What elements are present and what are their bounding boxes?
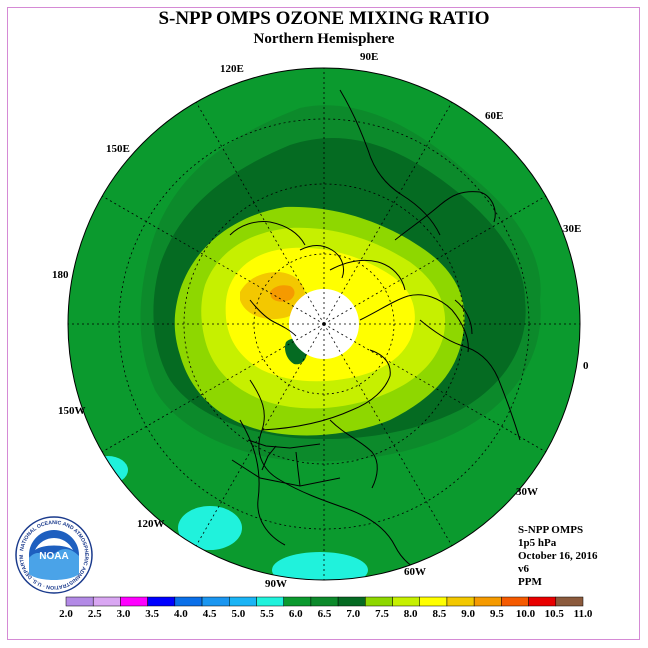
colorbar-swatch	[201, 596, 230, 607]
colorbar-swatch	[65, 596, 94, 607]
lon-label-30w: 30W	[516, 486, 538, 498]
lon-label-180: 180	[52, 269, 69, 281]
lon-label-60e: 60E	[485, 110, 504, 122]
colorbar-tick-label: 7.0	[346, 608, 361, 620]
colorbar-swatch	[446, 596, 475, 607]
colorbar-swatch	[283, 596, 312, 607]
colorbar-tick-label: 2.5	[87, 608, 102, 620]
colorbar-tick-label: 7.5	[375, 608, 389, 620]
colorbar-tick-label: 6.5	[317, 608, 332, 620]
colorbar-swatch	[419, 596, 448, 607]
info-units: PPM	[518, 576, 542, 588]
figure-frame	[7, 7, 640, 640]
colorbar-tick-label: 8.0	[403, 608, 418, 620]
lon-label-30e: 30E	[563, 223, 582, 235]
colorbar-swatch	[92, 596, 121, 607]
lon-label-90e: 90E	[360, 51, 379, 63]
low-5-5-east	[178, 506, 242, 550]
info-date: October 16, 2016	[518, 550, 598, 562]
colorbar-swatch	[365, 596, 393, 607]
lon-label-0: 0	[583, 360, 589, 372]
colorbar-swatch	[337, 596, 366, 607]
colorbar-swatch	[174, 596, 203, 607]
colorbar-tick-label: 3.5	[145, 608, 160, 620]
map-boundary	[67, 67, 581, 581]
info-level: 1p5 hPa	[518, 537, 557, 549]
lon-label-60w: 60W	[404, 566, 426, 578]
noaa-logo: NATIONAL OCEANIC AND ATMOSPHERIC ADMINIS…	[15, 516, 93, 594]
lon-label-120e: 120E	[220, 63, 244, 75]
colorbar-tick-label: 2.0	[59, 608, 73, 620]
colorbar-tick-label: 4.0	[174, 608, 188, 620]
colorbar-tick-label: 8.5	[432, 608, 447, 620]
map-title: S-NPP OMPS OZONE MIXING RATIO	[158, 8, 490, 29]
graticule	[68, 68, 580, 580]
info-instrument: S-NPP OMPS	[518, 524, 584, 536]
colorbar-tick-label: 10.5	[544, 608, 564, 620]
colorbar	[65, 596, 584, 607]
low-5-5-west	[88, 456, 128, 484]
ozone-field	[68, 68, 580, 580]
colorbar-swatch	[392, 596, 420, 607]
colorbar-swatch	[310, 596, 339, 607]
logo-text: NOAA	[39, 551, 68, 562]
colorbar-tick-label: 6.0	[288, 608, 303, 620]
level-9-5	[270, 285, 295, 302]
colorbar-swatch	[528, 596, 557, 607]
colorbar-swatch	[473, 596, 502, 607]
colorbar-tick-label: 9.5	[489, 608, 504, 620]
lon-label-150w: 150W	[58, 405, 86, 417]
colorbar-swatch	[501, 596, 529, 607]
colorbar-swatch	[147, 596, 176, 607]
colorbar-tick-label: 10.0	[515, 608, 536, 620]
colorbar-swatch	[555, 596, 584, 607]
colorbar-tick-label: 9.0	[461, 608, 475, 620]
colorbar-tick-label: 5.0	[231, 608, 246, 620]
colorbar-swatch	[120, 596, 148, 607]
lon-label-150e: 150E	[106, 143, 130, 155]
colorbar-tick-label: 3.0	[116, 608, 131, 620]
colorbar-tick-label: 5.5	[260, 608, 274, 620]
colorbar-swatch	[229, 596, 257, 607]
lon-label-90w: 90W	[265, 578, 287, 590]
info-version: v6	[518, 563, 529, 575]
map-subtitle: Northern Hemisphere	[253, 31, 395, 47]
logo-bird	[35, 538, 73, 550]
colorbar-tick-label: 4.5	[202, 608, 217, 620]
colorbar-swatch	[256, 596, 284, 607]
info-block: S-NPP OMPS 1p5 hPa October 16, 2016 v6 P…	[518, 524, 598, 589]
coastlines	[229, 89, 521, 576]
lon-label-120w: 120W	[137, 518, 165, 530]
colorbar-tick-label: 11.0	[573, 608, 593, 620]
logo-wave	[29, 549, 79, 580]
